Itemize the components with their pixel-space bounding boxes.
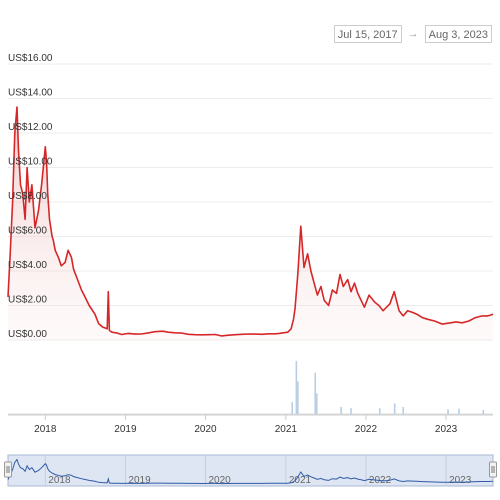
navigator-left-handle[interactable]	[4, 461, 12, 478]
volume-bar	[447, 409, 449, 414]
navigator-year-label: 2020	[209, 475, 232, 486]
y-tick-label: US$8.00	[8, 191, 47, 202]
end-date-input[interactable]: Aug 3, 2023	[424, 25, 492, 43]
volume-bar	[314, 372, 317, 414]
navigator[interactable]: 2018 2019 2020 2021 2022 2023	[4, 454, 497, 487]
volume-bar	[482, 409, 485, 414]
x-tick-label: 2022	[355, 424, 378, 435]
x-tick-label: 2018	[34, 424, 57, 435]
volume-bar	[402, 406, 405, 414]
x-tick-label: 2020	[194, 424, 217, 435]
price-line	[7, 106, 494, 337]
navigator-year-label: 2021	[289, 475, 312, 486]
y-tick-label: US$12.00	[8, 122, 53, 133]
x-tick-label: 2023	[435, 424, 458, 435]
volume-bar	[315, 393, 318, 414]
date-range-selector: Jul 15, 2017 → Aug 3, 2023	[333, 24, 492, 44]
y-tick-label: US$2.00	[8, 295, 47, 306]
handle-body[interactable]	[489, 461, 497, 478]
volume-bar	[458, 408, 460, 414]
volume-bar	[378, 408, 381, 414]
navigator-line	[7, 458, 494, 485]
y-tick-label: US$6.00	[8, 226, 47, 237]
navigator-year-label: 2018	[48, 475, 71, 486]
y-tick-label: US$14.00	[8, 88, 53, 99]
range-arrow-icon: →	[407, 28, 419, 40]
navigator-year-label: 2019	[128, 475, 151, 486]
y-tick-label: US$0.00	[8, 329, 47, 340]
x-tick-label: 2021	[275, 424, 298, 435]
navigator-right-handle[interactable]	[489, 461, 497, 478]
volume-bar	[350, 408, 352, 414]
volume-bar	[291, 402, 293, 414]
volume-bar	[297, 381, 299, 414]
start-date-input[interactable]: Jul 15, 2017	[333, 25, 402, 43]
volume-bar	[340, 406, 342, 414]
handle-body[interactable]	[4, 461, 12, 478]
volume-bar	[393, 403, 396, 414]
volume-bar	[295, 360, 298, 414]
x-tick-label: 2019	[114, 424, 137, 435]
y-tick-label: US$4.00	[8, 260, 47, 271]
y-tick-label: US$10.00	[8, 157, 53, 168]
navigator-year-label: 2023	[449, 475, 472, 486]
price-area	[8, 107, 493, 340]
y-tick-label: US$16.00	[8, 53, 53, 64]
